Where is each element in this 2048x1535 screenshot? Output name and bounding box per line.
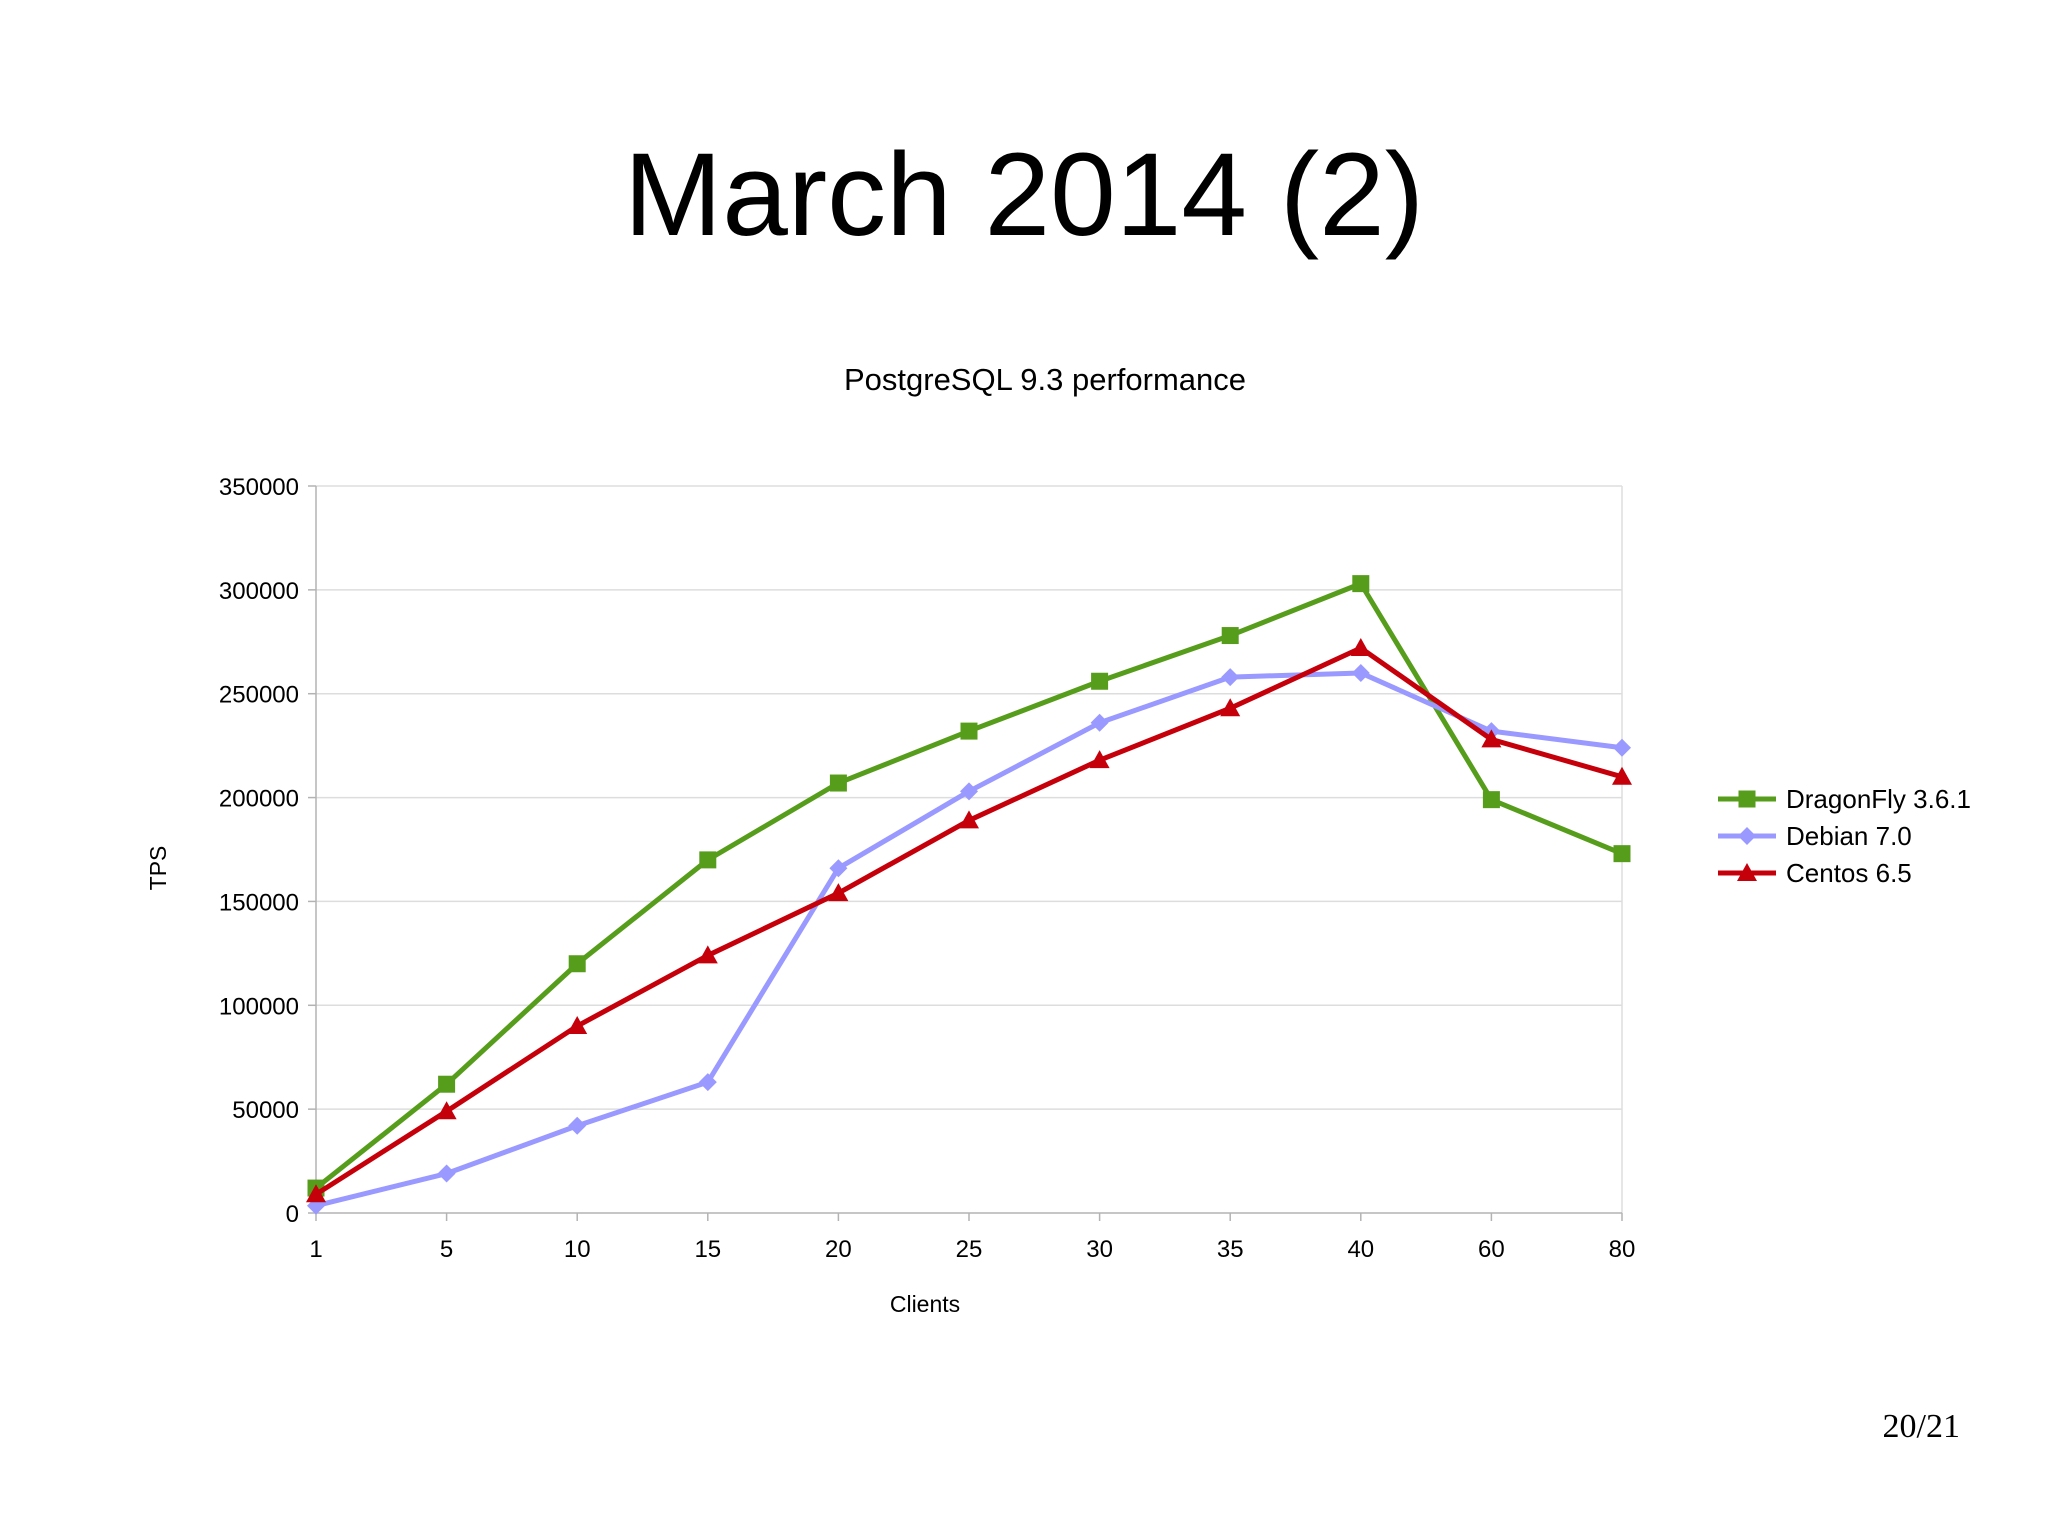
data-point-centos-6-5: [1481, 729, 1502, 748]
x-tick-label: 25: [956, 1236, 983, 1263]
legend-swatch-marker: [1737, 863, 1757, 881]
data-point-centos-6-5: [697, 945, 718, 964]
data-point-dragonfly-3-6-1: [568, 955, 586, 973]
data-point-dragonfly-3-6-1: [438, 1075, 456, 1093]
y-tick-label: 300000: [219, 578, 299, 605]
x-tick-label: 1: [309, 1236, 322, 1263]
y-tick-label: 100000: [219, 993, 299, 1020]
x-tick-label: 60: [1478, 1236, 1505, 1263]
x-tick-label: 10: [564, 1236, 591, 1263]
data-series: [306, 575, 1632, 1215]
y-tick-label: 350000: [219, 474, 299, 501]
data-point-dragonfly-3-6-1: [1091, 672, 1109, 690]
data-point-debian-7-0: [698, 1073, 717, 1092]
legend-label: DragonFly 3.6.1: [1786, 784, 1971, 814]
series-line-dragonfly-3-6-1: [313, 581, 1625, 1191]
legend-label: Centos 6.5: [1786, 858, 1912, 888]
data-point-dragonfly-3-6-1: [1482, 791, 1500, 809]
data-point-dragonfly-3-6-1: [1221, 627, 1239, 645]
data-point-debian-7-0: [437, 1164, 456, 1183]
y-axis-ticks: 0 50000 100000 150000 200000 250000 300000 3500…: [219, 474, 299, 1228]
series-centos-6-5: [306, 638, 1632, 1203]
x-tick-label: 30: [1086, 1236, 1113, 1263]
chart-title: PostgreSQL 9.3 performance: [844, 362, 1246, 397]
data-point-debian-7-0: [829, 859, 848, 878]
data-point-debian-7-0: [960, 782, 978, 801]
data-point-dragonfly-3-6-1: [829, 774, 847, 792]
slide-title: March 2014 (2): [623, 129, 1425, 261]
x-tick-label: 20: [825, 1236, 852, 1263]
legend: DragonFly 3.6.1 Debian 7.0 Centos 6.5: [1718, 784, 1971, 888]
data-point-centos-6-5: [1089, 750, 1110, 769]
data-point-centos-6-5: [828, 883, 849, 902]
data-point-debian-7-0: [1221, 668, 1240, 687]
data-point-centos-6-5: [306, 1184, 326, 1203]
y-tick-label: 150000: [219, 889, 299, 916]
data-point-centos-6-5: [436, 1101, 457, 1120]
x-axis-ticks: 1 5 10 15 20 25 30 35 40 60 80: [309, 1236, 1635, 1263]
x-tick-label: 80: [1609, 1236, 1636, 1263]
x-tick-label: 15: [694, 1236, 721, 1263]
y-axis-label: TPS: [145, 846, 171, 891]
legend-swatch-marker: [1738, 790, 1756, 808]
y-tick-label: 250000: [219, 682, 299, 709]
data-point-dragonfly-3-6-1: [1613, 845, 1631, 863]
data-point-dragonfly-3-6-1: [960, 722, 978, 740]
x-tick-label: 5: [440, 1236, 453, 1263]
data-point-debian-7-0: [1090, 713, 1109, 732]
x-axis-label: Clients: [890, 1291, 960, 1317]
legend-item-dragonfly-3-6-1: DragonFly 3.6.1: [1718, 784, 1971, 814]
y-tick-label: 200000: [219, 786, 299, 813]
axes: [308, 485, 1623, 1221]
data-point-debian-7-0: [568, 1116, 587, 1135]
series-line-debian-7-0: [313, 670, 1625, 1209]
x-tick-label: 35: [1217, 1236, 1244, 1263]
gridlines: [316, 485, 1623, 1213]
legend-item-centos-6-5: Centos 6.5: [1718, 858, 1912, 888]
y-tick-label: 0: [286, 1201, 299, 1228]
data-point-dragonfly-3-6-1: [699, 851, 717, 869]
legend-swatch-marker: [1738, 827, 1756, 845]
data-point-centos-6-5: [959, 810, 979, 829]
series-dragonfly-3-6-1: [307, 575, 1631, 1197]
series-debian-7-0: [307, 663, 1631, 1215]
data-point-debian-7-0: [1351, 663, 1370, 682]
x-tick-label: 40: [1347, 1236, 1374, 1263]
legend-label: Debian 7.0: [1786, 821, 1912, 851]
data-point-centos-6-5: [567, 1016, 588, 1035]
data-point-debian-7-0: [1613, 738, 1631, 757]
page-number: 20/21: [1882, 1408, 1960, 1445]
data-point-centos-6-5: [1350, 638, 1371, 657]
data-point-centos-6-5: [1220, 698, 1241, 717]
data-point-dragonfly-3-6-1: [1352, 575, 1370, 593]
y-tick-label: 50000: [232, 1097, 299, 1124]
legend-item-debian-7-0: Debian 7.0: [1718, 821, 1912, 851]
data-point-centos-6-5: [1612, 766, 1632, 785]
